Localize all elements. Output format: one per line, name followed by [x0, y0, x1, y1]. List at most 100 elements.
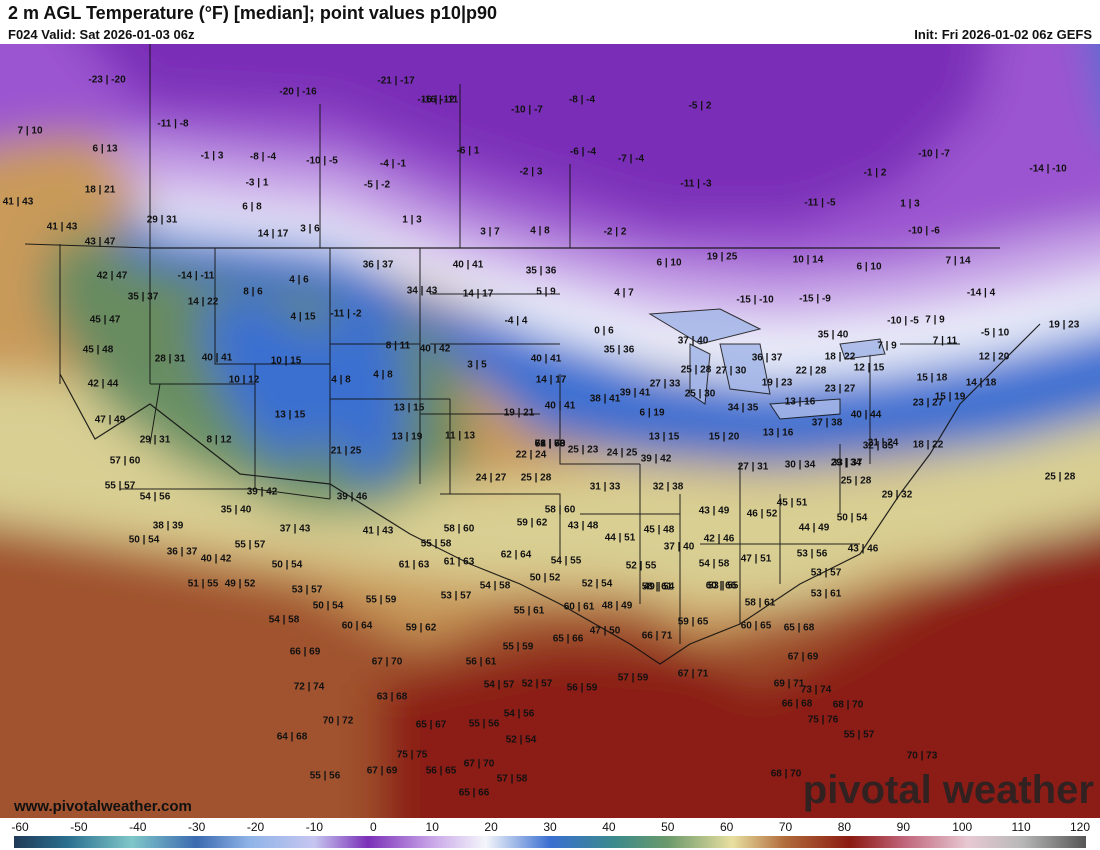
- brand-logo: pivotal weather: [802, 768, 1094, 812]
- point-value-label: 4 | 7: [614, 287, 634, 299]
- point-value-label: 50 | 54: [836, 512, 868, 524]
- point-value-label: 39 | 46: [336, 491, 368, 503]
- point-value-label: 0 | 6: [594, 325, 614, 337]
- colorbar-tick-label: 50: [661, 820, 675, 834]
- point-value-label: 35 | 40: [817, 329, 849, 341]
- point-value-label: 40 | 41: [544, 400, 576, 412]
- point-value-label: 4 | 6: [289, 274, 309, 286]
- point-value-label: 3 | 7: [480, 226, 500, 238]
- point-value-label: 22 | 28: [795, 365, 827, 377]
- point-value-label: 53 | 55: [707, 580, 739, 592]
- point-value-label: -15 | -9: [799, 293, 831, 305]
- point-value-label: 32 | 38: [652, 481, 684, 493]
- point-value-label: -2 | 3: [519, 166, 543, 178]
- colorbar-tick-label: -40: [129, 820, 147, 834]
- point-value-label: 29 | 31: [139, 434, 171, 446]
- point-value-label: 39 | 42: [246, 486, 278, 498]
- point-value-label: 56 | 59: [566, 682, 598, 694]
- colorbar-tick-label: 80: [837, 820, 852, 834]
- point-value-label: 13 | 16: [784, 396, 816, 408]
- point-value-label: 29 | 31: [146, 214, 178, 226]
- point-value-label: 53 | 57: [440, 590, 472, 602]
- point-value-label: 39 | 41: [619, 387, 651, 399]
- point-value-label: 5 | 9: [536, 286, 556, 298]
- point-value-label: 50 | 54: [128, 534, 160, 546]
- point-value-label: 58 | 60: [544, 504, 576, 516]
- point-value-label: 18 | 22: [824, 351, 856, 363]
- point-value-label: 25 | 28: [680, 364, 712, 376]
- point-value-label: 66 | 71: [641, 630, 673, 642]
- point-value-label: 13 | 15: [274, 409, 306, 421]
- point-value-label: 67 | 69: [366, 765, 398, 777]
- point-value-label: 37 | 40: [663, 541, 695, 553]
- point-value-label: 4 | 8: [530, 225, 550, 237]
- point-value-label: 55 | 61: [513, 605, 545, 617]
- point-value-label: 6 | 13: [92, 143, 118, 155]
- colorbar: -60 -50 -40 -30 -20 -10 0 10 20 30 40 50 60 70 80 90 100…: [0, 818, 1100, 850]
- colorbar-tick-label: 70: [778, 820, 793, 834]
- point-value-label: 54 | 58: [268, 614, 300, 626]
- point-value-label: 75 | 76: [807, 714, 839, 726]
- point-value-label: 29 | 32: [881, 489, 913, 501]
- point-value-label: 64 | 68: [276, 731, 308, 743]
- point-value-label: 60 | 64: [341, 620, 373, 632]
- point-value-label: 40 | 41: [201, 352, 233, 364]
- point-value-label: 7 | 10: [17, 125, 43, 137]
- point-value-label: 27 | 31: [737, 461, 769, 473]
- point-value-label: 37 | 38: [811, 417, 843, 429]
- point-value-label: -16 | -11: [421, 94, 459, 106]
- point-value-label: 55 | 57: [843, 729, 875, 741]
- point-value-label: 12 | 15: [853, 362, 885, 374]
- point-value-label: 49 | 54: [643, 581, 675, 593]
- point-value-label: 45 | 48: [643, 524, 675, 536]
- point-value-label: 3 | 6: [300, 223, 320, 235]
- point-value-label: 45 | 48: [82, 344, 114, 356]
- point-value-label: 42 | 47: [96, 270, 128, 282]
- point-value-label: 53 | 61: [810, 588, 842, 600]
- point-value-label: 55 | 58: [420, 538, 452, 550]
- colorbar-tick-label: -20: [246, 820, 265, 834]
- point-value-label: 69 | 71: [773, 678, 805, 690]
- point-value-label: 52 | 57: [521, 678, 553, 690]
- point-value-label: 40 | 44: [850, 409, 882, 421]
- point-value-label: 8 | 12: [206, 434, 232, 446]
- temperature-map[interactable]: -23 | -20 7 | 10 6 | 13 -11 | -8 18 | 21 41 |…: [0, 44, 1100, 818]
- website-url[interactable]: www.pivotalweather.com: [14, 798, 192, 815]
- point-value-label: 65 | 68: [783, 622, 815, 634]
- point-value-label: -10 | -5: [306, 155, 338, 167]
- point-value-label: 40 | 42: [419, 343, 451, 355]
- point-value-label: 47 | 49: [94, 414, 126, 426]
- colorbar-tick-label: 110: [1011, 820, 1031, 834]
- point-value-label: 41 | 43: [46, 221, 78, 233]
- point-value-label: 23 | 27: [824, 383, 856, 395]
- colorbar-tick-label: 20: [484, 820, 498, 834]
- point-value-label: 25 | 30: [684, 388, 716, 400]
- point-value-label: 50 | 52: [529, 572, 561, 584]
- point-value-label: -8 | -4: [249, 151, 277, 163]
- point-value-label: 1 | 3: [402, 214, 422, 226]
- point-value-label: 44 | 49: [798, 522, 830, 534]
- point-value-label: 25 | 23: [567, 444, 599, 456]
- point-value-label: 67 | 71: [677, 668, 709, 680]
- point-value-label: 54 | 58: [479, 580, 511, 592]
- point-value-label: 54 | 56: [139, 491, 171, 503]
- point-value-label: 8 | 11: [385, 340, 411, 352]
- point-value-label: 6 | 10: [856, 261, 882, 273]
- point-value-label: -5 | -2: [363, 179, 391, 191]
- point-value-label: 58 | 61: [744, 597, 776, 609]
- point-value-label: 12 | 20: [978, 351, 1010, 363]
- point-value-label: 55 | 56: [468, 718, 500, 730]
- point-value-label: 14 | 22: [187, 296, 219, 308]
- point-value-label: 18 | 22: [912, 439, 944, 451]
- point-value-label: -5 | 2: [688, 100, 712, 112]
- point-value-label: -11 | -3: [680, 178, 712, 190]
- point-value-label: 7 | 9: [877, 340, 897, 352]
- point-value-label: -21 | -17: [377, 75, 415, 87]
- point-value-label: 49 | 52: [224, 578, 256, 590]
- point-value-label: 43 | 48: [567, 520, 599, 532]
- point-value-label: 60 | 66: [705, 580, 737, 592]
- point-value-label: 66 | 68: [781, 698, 813, 710]
- point-value-label: 42 | 46: [703, 533, 735, 545]
- point-value-label: 25 | 28: [1044, 471, 1076, 483]
- point-value-label: 68 | 70: [534, 438, 566, 450]
